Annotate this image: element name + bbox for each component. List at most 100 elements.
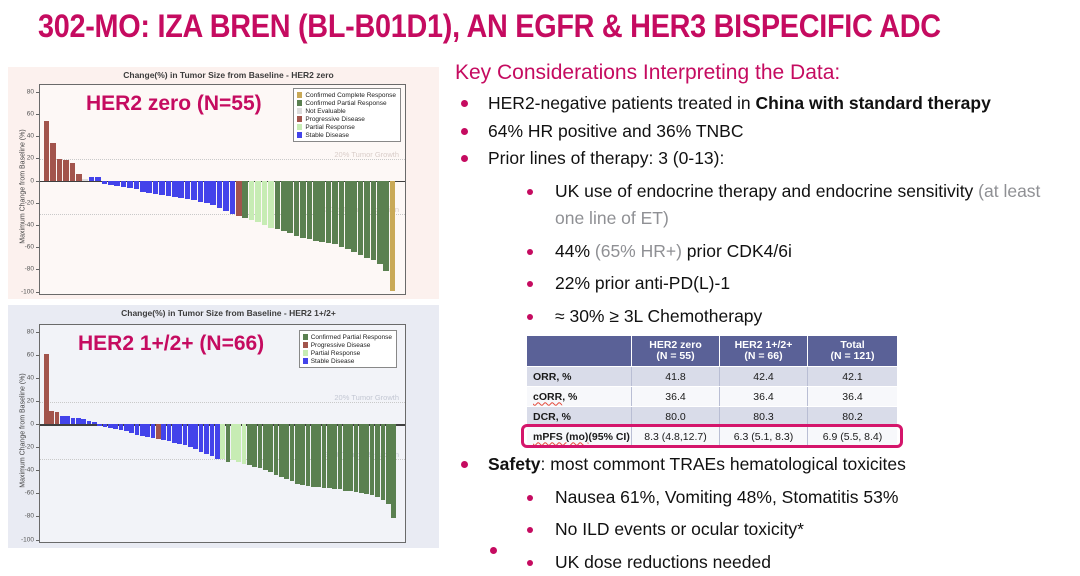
bullet-text: 64% HR positive and 36% TNBC bbox=[488, 118, 744, 146]
waterfall-bar bbox=[108, 424, 113, 427]
waterfall-bar bbox=[287, 181, 293, 234]
waterfall-bar bbox=[231, 424, 236, 459]
waterfall-bar bbox=[311, 424, 316, 487]
legend-swatch-icon bbox=[303, 358, 308, 365]
waterfall-bar bbox=[268, 424, 273, 472]
waterfall-bar bbox=[63, 160, 69, 181]
sub-bullet-text: 22% prior anti-PD(L)-1 bbox=[555, 270, 1067, 298]
legend-item: Confirmed Partial Response bbox=[303, 333, 392, 341]
sub-bullet-text: ≈ 30% ≥ 3L Chemotherapy bbox=[555, 303, 1067, 331]
table-cell: 36.4 bbox=[807, 387, 897, 406]
legend-label: Partial Response bbox=[305, 124, 355, 131]
y-tick-label: 60 bbox=[27, 352, 34, 359]
row-label: mPFS (mo) (95% CI) bbox=[527, 427, 631, 446]
sub-bullet-item: 44% (65% HR+) prior CDK4/6i bbox=[455, 238, 1080, 266]
table-cell: 36.4 bbox=[719, 387, 807, 406]
legend-item: Confirmed Complete Response bbox=[297, 91, 396, 99]
waterfall-bar bbox=[156, 424, 161, 439]
waterfall-bar bbox=[188, 424, 193, 447]
legend-label: Not Evaluable bbox=[305, 108, 345, 115]
sub-bullet-icon bbox=[527, 314, 533, 320]
waterfall-bar bbox=[364, 181, 370, 258]
y-tick-label: -20 bbox=[25, 199, 34, 206]
plot-area: HER2 zero (N=55) Confirmed Complete Resp… bbox=[39, 84, 406, 295]
table-header-row: HER2 zero(N = 55) HER2 1+/2+(N = 66) Tot… bbox=[527, 336, 897, 366]
section-heading: Key Considerations Interpreting the Data… bbox=[455, 61, 840, 85]
table-cell: 41.8 bbox=[631, 367, 719, 386]
waterfall-bar bbox=[87, 421, 92, 424]
waterfall-bar bbox=[343, 424, 348, 490]
waterfall-bar bbox=[300, 424, 305, 485]
legend-label: Stable Disease bbox=[305, 132, 349, 139]
row-label: cORR, % bbox=[527, 387, 631, 406]
waterfall-bar bbox=[358, 181, 364, 256]
legend-item: Stable Disease bbox=[297, 131, 396, 139]
waterfall-bar bbox=[226, 424, 231, 462]
waterfall-chart-her2-1-2: Change(%) in Tumor Size from Baseline - … bbox=[8, 305, 439, 548]
waterfall-bar bbox=[262, 181, 268, 225]
sub-bullet-item: No ILD events or ocular toxicity* bbox=[455, 516, 1080, 544]
waterfall-bar bbox=[242, 424, 247, 464]
sub-bullet-item: UK use of endocrine therapy and endocrin… bbox=[455, 178, 1080, 233]
waterfall-bar bbox=[102, 181, 108, 184]
results-table: HER2 zero(N = 55) HER2 1+/2+(N = 66) Tot… bbox=[527, 336, 897, 446]
legend-label: Partial Response bbox=[311, 350, 361, 357]
sub-bullet-icon bbox=[527, 189, 533, 195]
legend-item: Progressive Disease bbox=[303, 341, 392, 349]
waterfall-bar bbox=[76, 174, 82, 181]
waterfall-bar bbox=[377, 181, 383, 265]
waterfall-bar bbox=[145, 424, 150, 437]
table-cell: 6.9 (5.5, 8.4) bbox=[807, 427, 897, 446]
waterfall-bar bbox=[371, 181, 377, 260]
legend-label: Confirmed Complete Response bbox=[305, 92, 396, 99]
waterfall-bar bbox=[108, 181, 114, 185]
waterfall-bar bbox=[247, 424, 252, 465]
table-cell: 42.4 bbox=[719, 367, 807, 386]
sub-bullet-item: UK dose reductions needed bbox=[455, 549, 1080, 576]
waterfall-bar bbox=[113, 424, 118, 429]
chart-title: Change(%) in Tumor Size from Baseline - … bbox=[28, 70, 429, 80]
y-tick-label: -60 bbox=[25, 490, 34, 497]
table-header-cell bbox=[527, 336, 631, 366]
waterfall-bar bbox=[351, 181, 357, 253]
row-label: DCR, % bbox=[527, 407, 631, 426]
y-tick-label: 20 bbox=[27, 398, 34, 405]
waterfall-bar bbox=[281, 181, 287, 232]
legend-label: Progressive Disease bbox=[311, 342, 371, 349]
table-header-cell: HER2 zero(N = 55) bbox=[631, 336, 719, 366]
chart-cohort-label: HER2 1+/2+ (N=66) bbox=[78, 332, 264, 356]
legend-swatch-icon bbox=[297, 92, 302, 99]
waterfall-bar bbox=[119, 424, 124, 430]
waterfall-bar bbox=[359, 424, 364, 493]
waterfall-bar bbox=[339, 181, 345, 247]
legend-label: Progressive Disease bbox=[305, 116, 365, 123]
waterfall-bar bbox=[263, 424, 268, 470]
waterfall-bar bbox=[252, 424, 257, 466]
legend-item: Stable Disease bbox=[303, 357, 392, 365]
waterfall-bar bbox=[65, 416, 70, 424]
waterfall-chart-her2-zero: Change(%) in Tumor Size from Baseline - … bbox=[8, 67, 439, 299]
waterfall-bar bbox=[386, 424, 391, 504]
table-header-cell: HER2 1+/2+(N = 66) bbox=[719, 336, 807, 366]
waterfall-bar bbox=[354, 424, 359, 491]
legend-swatch-icon bbox=[303, 342, 308, 349]
waterfall-bar bbox=[177, 424, 182, 443]
bullet-icon bbox=[461, 461, 468, 468]
waterfall-bar bbox=[294, 181, 300, 236]
waterfall-bar bbox=[383, 181, 389, 271]
waterfall-bar bbox=[172, 424, 177, 442]
waterfall-bar bbox=[223, 181, 229, 212]
waterfall-bar bbox=[76, 418, 81, 425]
waterfall-bar bbox=[92, 422, 97, 424]
waterfall-bar bbox=[307, 181, 313, 239]
row-label: ORR, % bbox=[527, 367, 631, 386]
waterfall-bar bbox=[166, 181, 172, 196]
waterfall-bar bbox=[172, 181, 178, 198]
safety-list: Safety: most commont TRAEs hematological… bbox=[455, 451, 1080, 576]
waterfall-bar bbox=[82, 179, 88, 181]
